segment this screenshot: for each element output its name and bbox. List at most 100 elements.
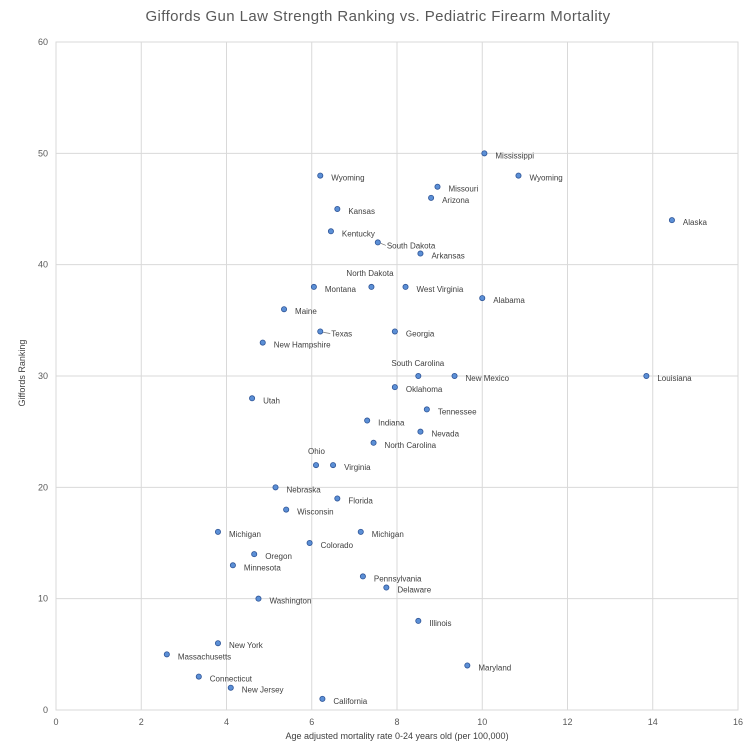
point-label: Maryland	[478, 663, 511, 672]
x-axis-title: Age adjusted mortality rate 0-24 years o…	[285, 731, 509, 741]
point-label: Massachusetts	[178, 652, 231, 661]
y-tick-label: 10	[38, 594, 48, 604]
point-label: Kentucky	[342, 229, 375, 238]
data-point	[283, 506, 290, 513]
data-point	[464, 662, 471, 669]
data-point	[319, 695, 326, 702]
data-point	[306, 540, 313, 547]
data-point	[402, 283, 409, 290]
point-label: Arkansas	[431, 252, 464, 261]
point-label: Delaware	[397, 586, 431, 595]
data-point	[313, 462, 320, 469]
data-point	[668, 217, 675, 224]
data-point	[255, 595, 262, 602]
point-label: Kansas	[348, 207, 375, 216]
data-point	[451, 372, 458, 379]
x-tick-label: 12	[562, 717, 572, 727]
point-label: New Hampshire	[274, 341, 331, 350]
data-point	[259, 339, 266, 346]
point-label: Alaska	[683, 218, 708, 227]
data-point	[391, 328, 398, 335]
data-point	[251, 551, 258, 558]
point-label: Illinois	[429, 619, 451, 628]
y-tick-label: 50	[38, 148, 48, 158]
data-point	[415, 617, 422, 624]
point-label: North Carolina	[385, 441, 437, 450]
x-tick-label: 16	[733, 717, 743, 727]
data-point	[310, 283, 317, 290]
data-point	[214, 640, 221, 647]
data-point	[374, 239, 381, 246]
point-label: Virginia	[344, 463, 371, 472]
data-point	[383, 584, 390, 591]
point-label: Washington	[269, 597, 311, 606]
data-point	[428, 194, 435, 201]
leader-line	[323, 332, 331, 334]
point-label: Missouri	[448, 185, 478, 194]
x-tick-label: 14	[648, 717, 658, 727]
y-tick-label: 30	[38, 371, 48, 381]
point-label: Ohio	[308, 447, 325, 456]
y-tick-label: 40	[38, 260, 48, 270]
point-label: Arizona	[442, 196, 470, 205]
chart-title: Giffords Gun Law Strength Ranking vs. Pe…	[145, 8, 611, 25]
point-label: Mississippi	[495, 151, 534, 160]
data-point	[330, 462, 337, 469]
data-point	[272, 484, 279, 491]
point-label: South Carolina	[391, 359, 444, 368]
data-point	[479, 295, 486, 302]
point-label: Wyoming	[331, 174, 364, 183]
point-label: New Jersey	[242, 686, 284, 695]
point-label: West Virginia	[417, 285, 464, 294]
point-label: Nebraska	[287, 485, 322, 494]
data-point	[317, 172, 324, 179]
point-label: Tennessee	[438, 407, 477, 416]
data-point	[370, 439, 377, 446]
point-label: California	[333, 697, 367, 706]
point-label: Pennsylvania	[374, 574, 422, 583]
data-point	[334, 495, 341, 502]
data-point	[327, 228, 334, 235]
x-tick-label: 6	[309, 717, 314, 727]
data-point	[163, 651, 170, 658]
data-point	[643, 372, 650, 379]
point-label: Florida	[348, 496, 373, 505]
y-tick-label: 0	[43, 705, 48, 715]
data-point	[334, 205, 341, 212]
point-label: Montana	[325, 285, 357, 294]
point-label: Minnesota	[244, 563, 281, 572]
data-point	[357, 528, 364, 535]
point-label: Oregon	[265, 552, 292, 561]
point-label: Connecticut	[210, 675, 253, 684]
point-label: Wisconsin	[297, 508, 333, 517]
point-label: New York	[229, 641, 264, 650]
x-tick-label: 4	[224, 717, 229, 727]
data-point	[317, 328, 324, 335]
x-tick-label: 8	[394, 717, 399, 727]
x-tick-label: 0	[53, 717, 58, 727]
x-tick-label: 2	[139, 717, 144, 727]
x-tick-label: 10	[477, 717, 487, 727]
y-tick-label: 20	[38, 482, 48, 492]
data-point	[227, 684, 234, 691]
data-point	[195, 673, 202, 680]
data-point	[434, 183, 441, 190]
point-label: South Dakota	[387, 241, 436, 250]
data-point	[481, 150, 488, 157]
point-label: Michigan	[372, 530, 404, 539]
point-label: Utah	[263, 396, 280, 405]
data-point	[391, 384, 398, 391]
data-point	[417, 428, 424, 435]
data-point	[417, 250, 424, 257]
point-label: Colorado	[321, 541, 354, 550]
point-label: Michigan	[229, 530, 261, 539]
point-label: Indiana	[378, 419, 405, 428]
point-label: North Dakota	[346, 269, 394, 278]
data-point	[364, 417, 371, 424]
point-label: Oklahoma	[406, 385, 443, 394]
data-point	[281, 306, 288, 313]
data-point	[214, 528, 221, 535]
data-point	[415, 372, 422, 379]
